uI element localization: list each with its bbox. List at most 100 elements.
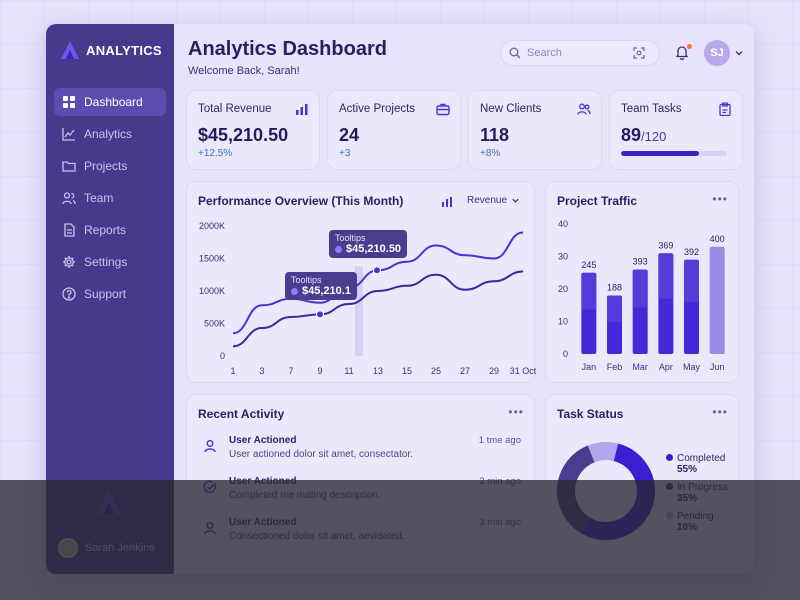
tooltip-marker-1: [316, 310, 324, 319]
sidebar-item-dashboard[interactable]: Dashboard: [54, 88, 166, 116]
activity-item[interactable]: User Actioned User actioned dolor sit am…: [201, 435, 521, 471]
activity-time: 3 min ago: [479, 517, 521, 528]
legend-dot: [666, 483, 673, 490]
search-bar[interactable]: [500, 40, 660, 66]
bar-value-label: 188: [607, 283, 622, 293]
bar-value-label: 369: [658, 240, 673, 250]
sidebar-item-settings[interactable]: Settings: [54, 248, 166, 276]
y-tick-label: 500K: [204, 319, 225, 329]
tooltip-dot: [335, 245, 342, 253]
y-tick-label: 1500K: [199, 254, 225, 264]
x-tick-label: Jan: [582, 362, 597, 372]
stat-value: 118: [480, 125, 510, 145]
user-avatar: [58, 538, 78, 558]
legend-percent: 35%: [677, 493, 698, 504]
stat-delta: +12.5%: [198, 148, 233, 159]
activity-time: 1 tme ago: [478, 435, 521, 446]
x-tick-label: 3: [259, 366, 264, 376]
y-tick-label: 30: [558, 252, 568, 262]
sidebar-item-label: Support: [84, 287, 127, 301]
activity-description: Completed me mating description.: [229, 490, 381, 501]
traffic-chart-card: Project Traffic ••• 0 10 20 30 40 245 Jan 188 Fe…: [545, 181, 739, 383]
x-tick-label: 7: [288, 366, 293, 376]
x-tick-label: 1: [230, 366, 235, 376]
x-tick-label: 13: [373, 366, 383, 376]
tooltip-value: $45,210.1: [302, 285, 351, 297]
x-tick-label: 31 Oct: [510, 366, 536, 376]
bar-value-label: 400: [710, 234, 725, 244]
chart-tooltip-1: Tooltips $45,210.1: [285, 272, 357, 300]
more-options-icon[interactable]: •••: [712, 192, 728, 206]
folder-icon: [62, 161, 76, 172]
page-title: Analytics Dashboard: [188, 38, 387, 60]
brand-name: ANALYTICS: [86, 42, 162, 58]
bell-icon: [675, 46, 689, 61]
search-input[interactable]: [527, 47, 627, 59]
stat-card-team-tasks[interactable]: Team Tasks 89/120: [609, 90, 743, 170]
user-avatar-button[interactable]: SJ: [704, 40, 730, 66]
more-options-icon[interactable]: •••: [508, 405, 524, 419]
tooltip-title: Tooltips: [291, 275, 322, 285]
activity-title-text: User Actioned: [229, 476, 297, 487]
y-tick-label: 0: [220, 351, 225, 361]
x-tick-label: 15: [402, 366, 412, 376]
tooltip-value: $45,210.50: [346, 243, 402, 255]
sidebar-item-support[interactable]: Support: [54, 280, 166, 308]
bar-top-shade: [632, 269, 648, 308]
y-tick-label: 1000K: [199, 286, 225, 296]
bar-top-shade: [684, 259, 699, 303]
x-tick-label: 27: [460, 366, 470, 376]
x-tick-label: 9: [317, 366, 322, 376]
stat-label: New Clients: [480, 103, 542, 115]
donut-slice-in-progress: [557, 445, 596, 533]
x-tick-label: Apr: [659, 362, 673, 372]
performance-title: Performance Overview (This Month): [198, 194, 404, 208]
user-icon: [204, 522, 216, 535]
tooltip-dot: [291, 287, 298, 295]
notifications-button[interactable]: [674, 44, 692, 62]
tooltip-marker-2: [373, 266, 381, 275]
sidebar-item-projects[interactable]: Projects: [54, 152, 166, 180]
stat-value-number: 89: [621, 125, 642, 145]
y-tick-label: 2000K: [199, 221, 225, 231]
series-line-2: [232, 270, 524, 348]
sidebar-item-team[interactable]: Team: [54, 184, 166, 212]
scan-icon[interactable]: [633, 47, 645, 59]
help-icon: [62, 287, 76, 301]
stat-card-total-revenue[interactable]: Total Revenue $45,210.50 +12.5%: [186, 90, 320, 170]
x-tick-label: 29: [489, 366, 499, 376]
task-status-donut-chart: [557, 442, 655, 540]
sidebar: ANALYTICS Dashboard Analytics Projects T…: [46, 24, 174, 574]
activity-item[interactable]: User Actioned Consectioned dolor sit ame…: [201, 517, 521, 553]
sidebar-user-profile[interactable]: Sarah Jenkins: [58, 538, 155, 558]
x-tick-label: 25: [431, 366, 441, 376]
stat-card-active-projects[interactable]: Active Projects 24 +3: [327, 90, 461, 170]
y-tick-label: 20: [558, 284, 568, 294]
stat-value: 24: [339, 125, 360, 145]
sidebar-item-label: Dashboard: [84, 95, 143, 109]
clipboard-icon: [719, 102, 731, 116]
bar-chart-small-icon[interactable]: [441, 196, 453, 208]
tooltip-title: Tooltips: [335, 233, 366, 243]
search-icon: [509, 47, 521, 59]
traffic-bar-chart: 0 10 20 30 40 245 Jan 188 Feb 393 Mar 369 Apr 392 May 4…: [558, 219, 725, 372]
activity-item[interactable]: User Actioned Completed me mating descri…: [201, 476, 521, 512]
metric-dropdown[interactable]: Revenue: [467, 195, 520, 206]
sidebar-item-analytics[interactable]: Analytics: [54, 120, 166, 148]
more-options-icon[interactable]: •••: [712, 405, 728, 419]
activity-time: 2 min ago: [479, 476, 521, 487]
briefcase-icon: [436, 103, 450, 116]
activity-title: Recent Activity: [198, 407, 285, 421]
notification-dot: [687, 44, 692, 49]
legend-label: Completed: [677, 453, 726, 464]
gear-icon: [63, 256, 75, 268]
bar-jun: [709, 246, 725, 354]
legend-pending: Pending 10%: [666, 511, 714, 533]
chevron-down-icon[interactable]: [734, 48, 744, 58]
stat-card-new-clients[interactable]: New Clients 118 +8%: [468, 90, 602, 170]
bar-top-shade: [607, 295, 622, 322]
sidebar-item-label: Projects: [84, 159, 128, 173]
brand-logo[interactable]: ANALYTICS: [60, 40, 162, 60]
sidebar-item-reports[interactable]: Reports: [54, 216, 166, 244]
legend-percent: 55%: [677, 464, 698, 475]
